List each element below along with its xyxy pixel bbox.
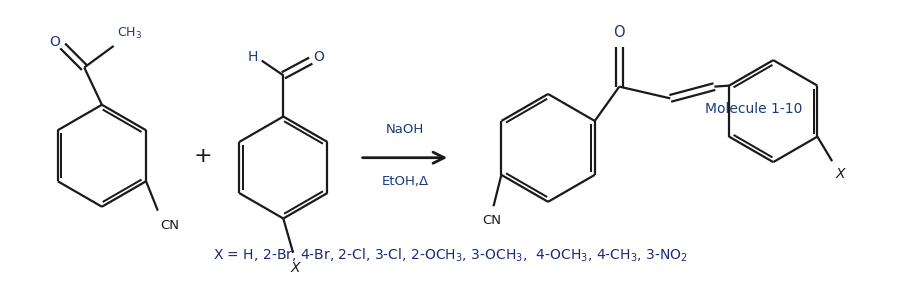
Text: O: O	[314, 50, 324, 64]
Text: X = H, 2-Br, 4-Br, 2-Cl, 3-Cl, 2-OCH$_3$, 3-OCH$_3$,  4-OCH$_3$, 4-CH$_3$, 3-NO$: X = H, 2-Br, 4-Br, 2-Cl, 3-Cl, 2-OCH$_3$…	[213, 247, 687, 265]
Text: CH$_3$: CH$_3$	[116, 26, 141, 41]
Text: H: H	[248, 50, 258, 64]
Text: O: O	[50, 35, 60, 49]
Text: +: +	[194, 146, 213, 166]
Text: Molecule 1-10: Molecule 1-10	[705, 102, 803, 116]
Text: NaOH: NaOH	[386, 123, 424, 136]
Text: O: O	[614, 25, 625, 39]
Text: X: X	[836, 167, 845, 181]
Text: CN: CN	[159, 219, 178, 231]
Text: EtOH,Δ: EtOH,Δ	[381, 175, 429, 188]
Text: CN: CN	[482, 214, 501, 227]
Text: X: X	[290, 261, 300, 275]
